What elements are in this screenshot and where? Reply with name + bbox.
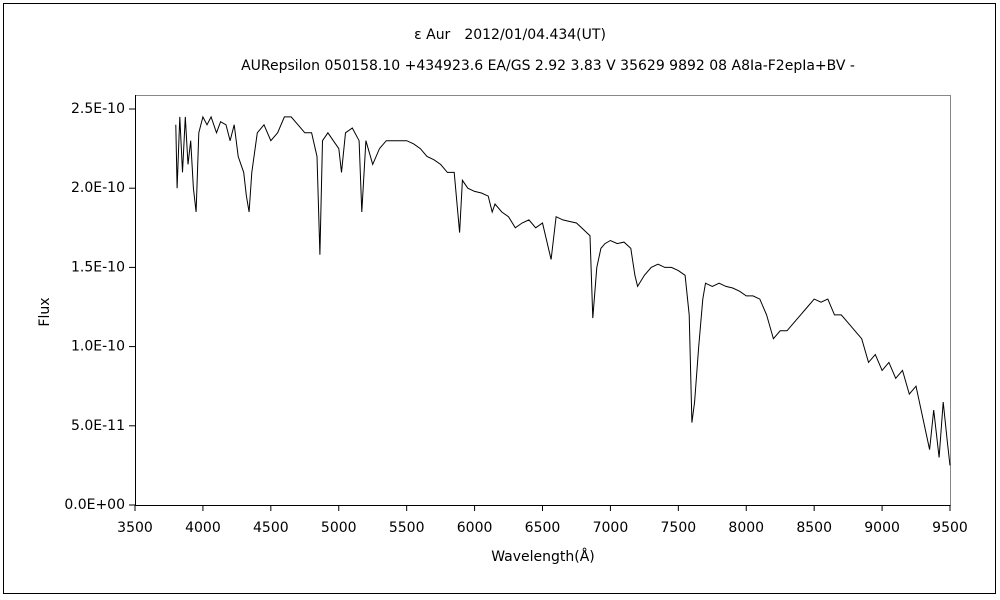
x-tick-label: 4000: [185, 520, 221, 536]
y-tick-label: 2.0E-10: [71, 180, 125, 196]
x-tick-label: 3500: [117, 520, 153, 536]
x-tick-label: 6000: [457, 520, 493, 536]
y-tick-label: 0.0E+00: [64, 497, 125, 513]
x-tick-label: 9000: [864, 520, 900, 536]
chart-subtitle: AURepsilon 050158.10 +434923.6 EA/GS 2.9…: [241, 58, 855, 74]
y-axis-label: Flux: [37, 297, 53, 326]
x-tick-label: 5000: [321, 520, 357, 536]
y-tick-label: 1.5E-10: [71, 259, 125, 275]
x-tick-label: 7500: [661, 520, 697, 536]
x-tick-label: 4500: [253, 520, 289, 536]
x-tick-label: 7000: [593, 520, 629, 536]
chart-title: ε Aur 2012/01/04.434(UT): [414, 27, 606, 43]
chart-border: [3, 3, 996, 594]
x-tick-label: 6500: [525, 520, 561, 536]
y-tick-label: 2.5E-10: [71, 101, 125, 117]
x-tick-label: 9500: [932, 520, 968, 536]
x-tick-label: 8500: [796, 520, 832, 536]
x-tick-label: 5500: [389, 520, 425, 536]
spectrum-line: [175, 115, 951, 466]
y-tick-label: 5.0E-11: [71, 418, 125, 434]
x-axis-label: Wavelength(Å): [491, 548, 595, 565]
y-tick-label: 1.0E-10: [71, 339, 125, 355]
x-tick-label: 8000: [728, 520, 764, 536]
